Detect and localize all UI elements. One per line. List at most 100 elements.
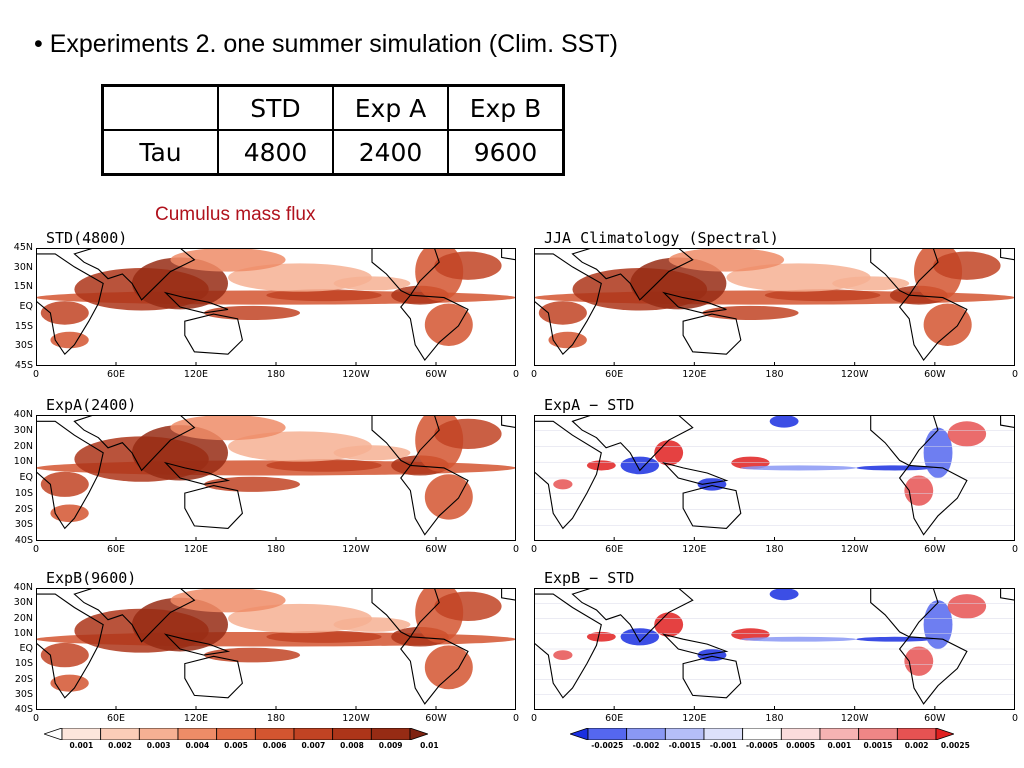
colorbar-label: -0.001 (709, 741, 737, 750)
colorbar-label: 0.002 (108, 741, 132, 750)
lon-label: 0 (32, 544, 40, 555)
lon-label: 60W (425, 544, 447, 555)
coastline (898, 636, 968, 705)
colorbar-label: 0.003 (146, 741, 171, 750)
colorbar-swatch (858, 728, 898, 740)
table-cell: Tau (101, 129, 219, 176)
colorbar-swatch (780, 728, 821, 740)
field-contour (856, 636, 934, 642)
lat-label: 30S (14, 340, 33, 352)
panel-title: STD(4800) (46, 229, 128, 247)
table-header-cell (101, 84, 219, 131)
colorbar-label: 0.001 (827, 741, 852, 750)
field-contour (904, 646, 934, 676)
field-contour (740, 636, 857, 642)
lon-label: 0 (530, 713, 538, 724)
lat-label: 30N (13, 261, 33, 273)
colorbar-swatch (896, 728, 937, 740)
lat-label: 10S (14, 658, 33, 670)
field-contour (434, 251, 502, 280)
coastline (501, 588, 516, 601)
field-contour (50, 674, 89, 692)
colorbar-label: 0.0025 (940, 741, 970, 750)
coastline (662, 461, 729, 485)
map-panel: ExpA − STD 0 60E 120E 180 120W 60W 0 (531, 396, 1018, 555)
colorbar-swatch (61, 728, 102, 740)
field-contour (620, 456, 660, 475)
lon-label: 0 (1011, 369, 1019, 380)
difference-map (534, 415, 1015, 541)
field-contour (424, 474, 473, 520)
lat-label: 20N (13, 440, 33, 452)
lat-label: 10N (13, 627, 33, 639)
field-contour (764, 289, 881, 302)
field-contour (654, 612, 684, 637)
coastline (36, 253, 104, 356)
coastline (163, 291, 229, 314)
field-contour (904, 475, 934, 506)
lat-label: 10S (14, 487, 33, 499)
coastline (184, 485, 243, 529)
lon-label: 0 (1011, 713, 1019, 724)
coastline (184, 313, 244, 355)
lat-label: 40S (14, 535, 33, 546)
field-contour (769, 588, 799, 601)
lon-label: 60E (605, 544, 624, 555)
mass-flux-map (534, 248, 1015, 366)
colorbar-swatch (332, 728, 372, 740)
coastline (1000, 248, 1015, 261)
field-contour (266, 459, 382, 472)
field-contour (434, 591, 502, 621)
coastline (73, 248, 196, 301)
field-contour (424, 303, 473, 346)
field-contour (553, 650, 573, 660)
coastline (898, 294, 968, 362)
lon-label: 120W (840, 713, 869, 724)
field-contour (434, 418, 502, 450)
lat-label: 40N (13, 409, 33, 420)
field-contour (50, 331, 89, 349)
field-contour (586, 631, 616, 642)
parameter-table: STD Exp A Exp B Tau 4800 2400 9600 (101, 84, 565, 176)
colorbar-swatch (370, 728, 411, 740)
lon-label: 180 (266, 713, 286, 724)
field-contour (702, 305, 799, 320)
lon-label: 0 (530, 369, 538, 380)
colorbar-label: 0.005 (224, 741, 248, 750)
field-contour (933, 251, 1001, 280)
lat-label: 10N (13, 456, 33, 468)
colorbar-swatch (819, 728, 860, 740)
colorbar-label: 0.004 (185, 741, 210, 750)
colorbar-swatch (177, 728, 218, 740)
colorbar-label: 0.006 (262, 741, 287, 750)
lon-label: 60E (106, 544, 126, 555)
colorbar-end (409, 728, 428, 740)
colorbar-label: 0.0015 (863, 741, 893, 750)
coastline (682, 655, 742, 699)
lat-label: EQ (19, 643, 33, 654)
coastline (501, 248, 516, 261)
colorbar-label: 0.002 (904, 741, 929, 750)
field-contour (923, 303, 972, 346)
lon-label: 0 (512, 544, 520, 555)
field-contour (40, 471, 89, 497)
lon-label: 180 (765, 369, 784, 380)
lat-label: 15N (13, 281, 33, 293)
map-panel: ExpB − STD 0 60E 120E 180 120W 60W 0 (531, 569, 1018, 724)
lat-label: 30S (14, 519, 33, 531)
map-panel: ExpB(9600) 40N 30N 20N 10N EQ 10S 20S 30S 40S 0 60E… (14, 569, 519, 724)
map-panel: STD(4800) 45N 30N 15N EQ 15S 30S 45S 0 60E 120E 180… (14, 229, 519, 380)
lat-label: 20N (13, 612, 33, 624)
map-panel: ExpA(2400) 40N 30N 20N 10N EQ 10S 20S 30S 40S 0 60E… (14, 396, 519, 555)
mass-flux-map (36, 588, 516, 710)
coastline (571, 248, 694, 301)
table-header-cell: STD (217, 84, 334, 131)
lat-label: 30N (13, 424, 33, 436)
field-contour (266, 630, 382, 643)
colorbar-swatch (742, 728, 782, 740)
colorbar-label: -0.0025 (591, 741, 624, 750)
colorbar-swatch (100, 728, 140, 740)
colorbar-label: 0.01 (420, 741, 439, 750)
lon-label: 120W (840, 544, 869, 555)
lat-label: EQ (19, 472, 33, 483)
